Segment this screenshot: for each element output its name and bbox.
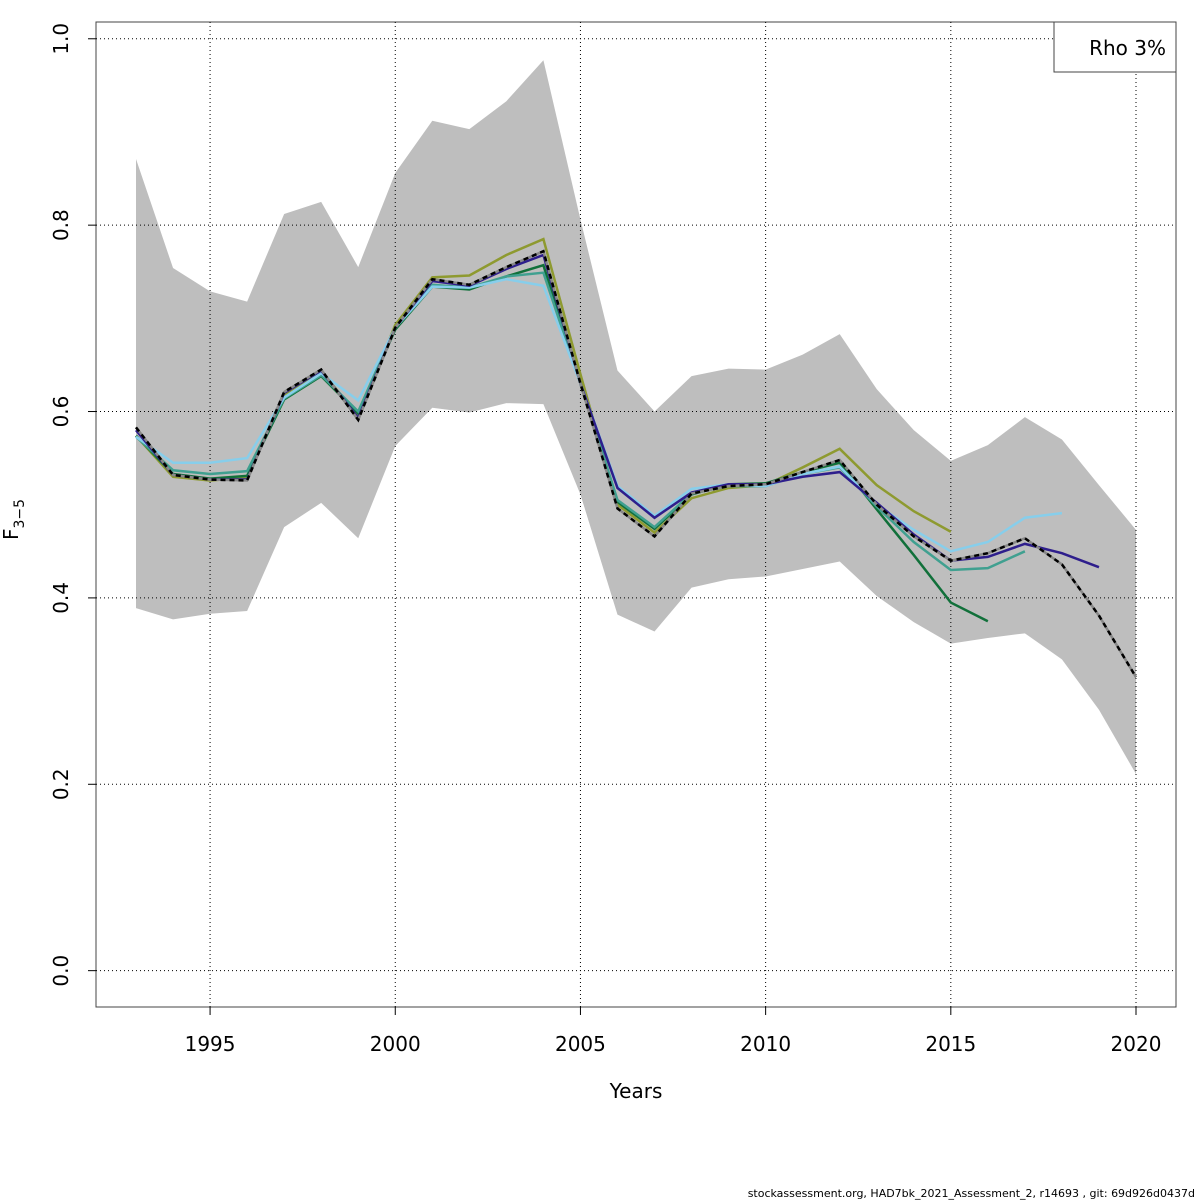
x-tick-label: 2010 xyxy=(740,1032,791,1056)
y-tick-label: 0.4 xyxy=(49,582,73,614)
y-tick-label: 0.2 xyxy=(49,768,73,800)
y-tick-label: 0.0 xyxy=(49,955,73,987)
y-label-sub: 3−5 xyxy=(12,499,28,529)
confidence-band xyxy=(136,60,1136,775)
x-tick-label: 2015 xyxy=(925,1032,976,1056)
y-tick-label: 0.8 xyxy=(49,209,73,241)
y-label-main: F xyxy=(0,528,23,540)
legend-box xyxy=(1053,21,1177,73)
y-tick-label: 0.6 xyxy=(49,396,73,428)
x-tick-label: 2020 xyxy=(1111,1032,1162,1056)
plot-frame xyxy=(95,21,1177,1008)
legend-text: Rho 3% xyxy=(1089,36,1166,60)
x-axis-label: Years xyxy=(609,1079,663,1103)
x-tick-label: 2005 xyxy=(555,1032,606,1056)
x-tick-label: 2000 xyxy=(370,1032,421,1056)
footer: stockassessment.org, HAD7bk_2021_Assessm… xyxy=(748,1187,1195,1200)
y-axis-label: F3−5 xyxy=(0,499,28,540)
y-tick-label: 1.0 xyxy=(49,23,73,55)
line xyxy=(135,249,1138,678)
x-tick-label: 1995 xyxy=(185,1032,236,1056)
